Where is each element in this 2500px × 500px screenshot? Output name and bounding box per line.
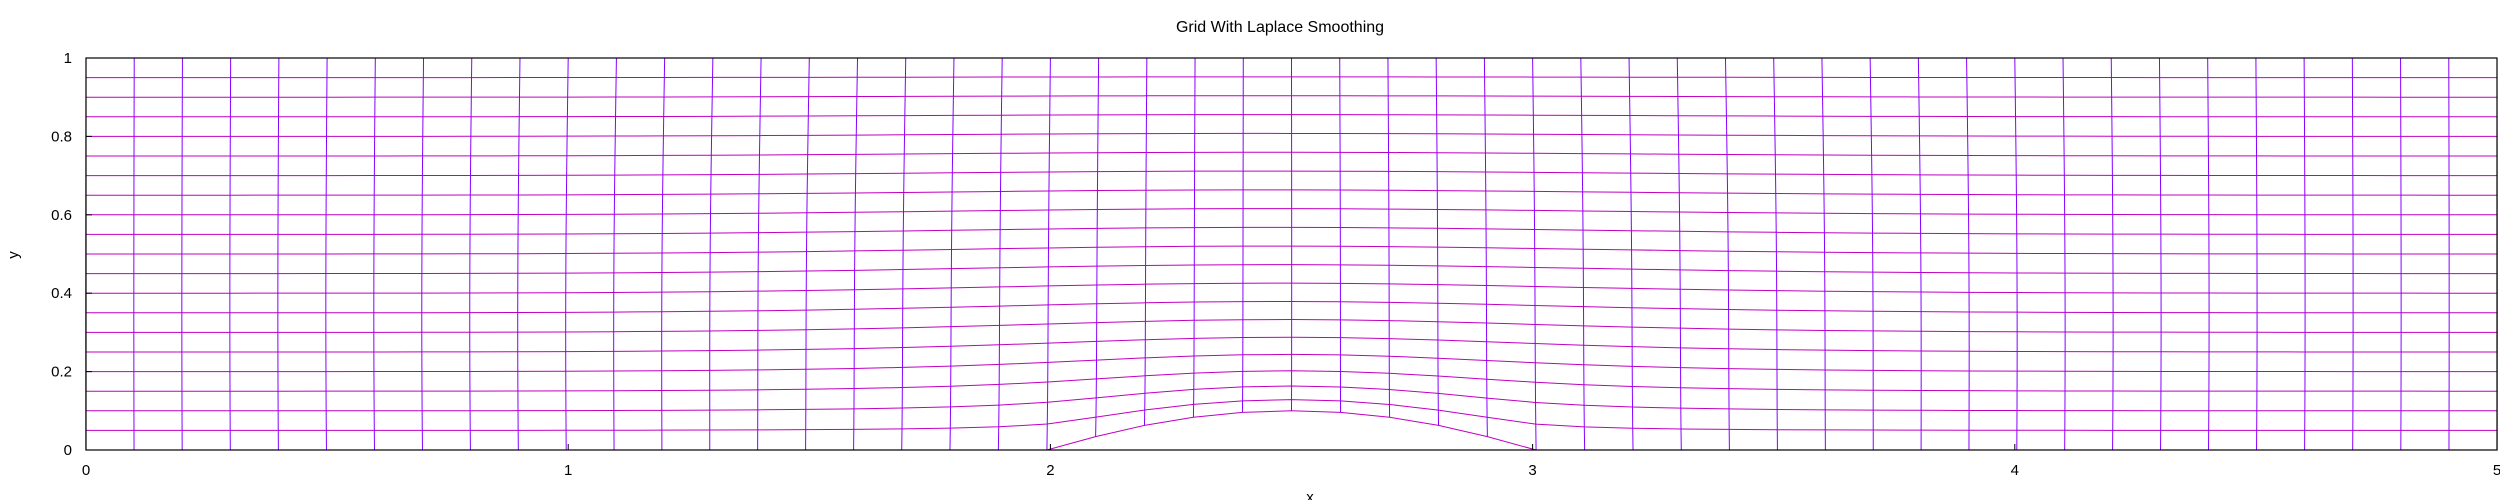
grid-column-line [1483,57,1488,437]
grid-column-line [661,57,666,451]
grid-column-line [949,57,955,451]
grid-column-line [2062,57,2066,451]
grid-column-line [565,57,569,451]
grid-column-line [1435,57,1440,426]
grid-column-line [1676,57,1682,451]
y-tick-label: 0.2 [51,364,72,381]
grid-column-line [901,57,907,451]
grid-column-line [853,57,859,451]
y-tick-label: 0.6 [51,207,72,224]
grid-column-line [1192,57,1196,418]
grid-column-line [1869,57,1874,451]
y-tick-label: 1 [64,50,72,67]
grid-column-line [1724,57,1730,451]
grid-column-line [1046,57,1051,451]
grid-column-line [181,57,183,451]
grid-column-line [2351,57,2354,451]
plot-frame [85,57,2498,451]
grid-column-line [517,57,521,451]
grid-column-line [1339,57,1342,413]
grid-column-line [2303,57,2306,451]
grid-column-line [757,57,762,451]
grid-column-line [2400,57,2402,451]
grid-column-line [613,57,617,451]
grid-column-line [1773,57,1778,451]
x-tick-label: 5 [2493,462,2500,479]
grid-column-line [421,57,425,451]
grid-column-line [373,57,376,451]
x-tick-label: 1 [564,462,572,479]
grid-column-line [1917,57,1922,451]
grid-column-line [1966,57,1970,451]
grid-column-line [1628,57,1634,451]
y-tick-label: 0.8 [51,128,72,145]
x-axis-ticks: 0 1 2 3 4 5 [82,444,2500,479]
grid-column-line [1241,57,1244,413]
x-tick-label: 4 [2011,462,2019,479]
grid-column-line [1143,57,1148,426]
grid-column-line [2255,57,2258,451]
y-axis-ticks: 0 0.2 0.4 0.6 0.8 1 [51,50,92,459]
chart-title: Grid With Laplace Smoothing [1176,19,1384,36]
y-tick-label: 0.4 [51,285,72,302]
grid-column-line [1532,57,1537,451]
grid-column-line [997,57,1003,451]
x-tick-label: 0 [82,462,90,479]
grid-column-line [1095,57,1100,437]
grid-column-line [1387,57,1391,418]
grid-column-line [277,57,280,451]
grid-column-line [325,57,328,451]
y-tick-label: 0 [64,442,72,459]
y-axis-label: y [5,251,22,259]
grid-column-line [2207,57,2210,451]
grid-column-line [229,57,232,451]
x-tick-label: 2 [1046,462,1054,479]
grid-column-line [2158,57,2162,451]
mesh-grid [85,57,2498,451]
x-axis-label: x [1306,489,1314,500]
grid-column-line [2014,57,2018,451]
grid-column-line [1821,57,1826,451]
grid-column-line [1580,57,1586,451]
grid-column-line [2110,57,2114,451]
grid-column-line [805,57,810,451]
grid-column-line [709,57,714,451]
x-tick-label: 3 [1528,462,1536,479]
grid-column-line [469,57,473,451]
